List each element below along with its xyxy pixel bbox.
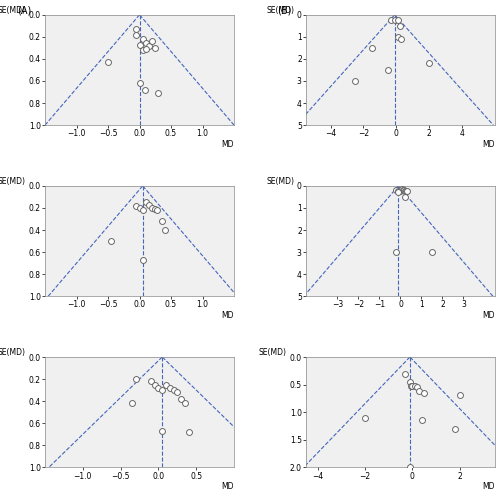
Point xyxy=(152,44,160,52)
Point xyxy=(174,388,182,396)
Point xyxy=(368,44,376,52)
X-axis label: MD: MD xyxy=(222,311,234,320)
Point xyxy=(394,188,402,196)
Point xyxy=(181,400,189,407)
Point xyxy=(394,16,402,24)
Point xyxy=(132,31,140,38)
Point xyxy=(418,417,426,425)
Point xyxy=(145,42,153,50)
Point xyxy=(136,41,143,49)
Point xyxy=(138,256,146,264)
Point xyxy=(403,187,411,195)
Point xyxy=(166,384,174,392)
Y-axis label: SE(MD): SE(MD) xyxy=(266,177,294,186)
Point xyxy=(413,383,421,391)
Point xyxy=(150,381,158,389)
Point xyxy=(400,193,408,201)
Point xyxy=(138,206,146,214)
Point xyxy=(396,187,404,195)
Point xyxy=(361,414,369,422)
Point xyxy=(402,187,409,195)
Point xyxy=(147,377,155,385)
Point xyxy=(152,205,160,213)
Point xyxy=(154,89,162,97)
Y-axis label: SE(MD): SE(MD) xyxy=(0,348,26,357)
Point xyxy=(136,204,143,212)
Point xyxy=(132,375,140,383)
Point xyxy=(154,384,162,392)
Point xyxy=(394,33,402,41)
Point xyxy=(158,386,166,394)
Point xyxy=(408,382,416,390)
Point xyxy=(107,237,115,245)
Point xyxy=(138,35,146,43)
Point xyxy=(177,395,185,403)
Point xyxy=(148,204,156,212)
Point xyxy=(394,187,402,195)
Point xyxy=(158,427,166,435)
Point xyxy=(160,226,168,234)
Point xyxy=(401,369,409,377)
Y-axis label: SE(MD): SE(MD) xyxy=(0,177,26,186)
Y-axis label: SE(MD): SE(MD) xyxy=(0,6,26,15)
X-axis label: MD: MD xyxy=(482,140,495,149)
Point xyxy=(184,428,192,436)
Point xyxy=(398,186,406,194)
Point xyxy=(158,217,166,225)
Point xyxy=(128,400,136,407)
Point xyxy=(400,187,408,195)
Point xyxy=(398,185,406,193)
Point xyxy=(392,186,400,194)
Point xyxy=(400,186,407,194)
Point xyxy=(396,22,404,30)
Text: (A): (A) xyxy=(16,6,31,16)
Point xyxy=(428,248,436,256)
Point xyxy=(170,386,177,394)
Point xyxy=(142,198,150,206)
Point xyxy=(104,58,112,66)
Point xyxy=(392,248,400,256)
X-axis label: MD: MD xyxy=(222,482,234,491)
Point xyxy=(416,387,424,395)
Y-axis label: SE(MD): SE(MD) xyxy=(259,348,287,357)
Point xyxy=(136,79,143,87)
Point xyxy=(406,463,414,471)
Point xyxy=(407,382,415,390)
Point xyxy=(138,46,146,54)
X-axis label: MD: MD xyxy=(222,140,234,149)
Point xyxy=(142,45,150,53)
Text: (B): (B) xyxy=(278,6,292,16)
Point xyxy=(162,381,170,389)
Point xyxy=(425,60,433,67)
Point xyxy=(398,35,406,43)
Point xyxy=(390,16,398,24)
Point xyxy=(142,39,150,47)
Point xyxy=(410,382,418,390)
Point xyxy=(388,16,396,24)
X-axis label: MD: MD xyxy=(482,482,495,491)
Point xyxy=(451,425,459,432)
Point xyxy=(140,86,148,94)
Point xyxy=(132,25,140,33)
Point xyxy=(384,66,392,74)
Point xyxy=(456,391,464,399)
Point xyxy=(351,77,359,85)
Point xyxy=(145,201,153,209)
X-axis label: MD: MD xyxy=(482,311,495,320)
Point xyxy=(420,389,428,397)
Point xyxy=(153,206,161,214)
Point xyxy=(132,202,140,210)
Y-axis label: SE(MD): SE(MD) xyxy=(266,6,294,15)
Point xyxy=(406,378,414,386)
Point xyxy=(148,37,156,45)
